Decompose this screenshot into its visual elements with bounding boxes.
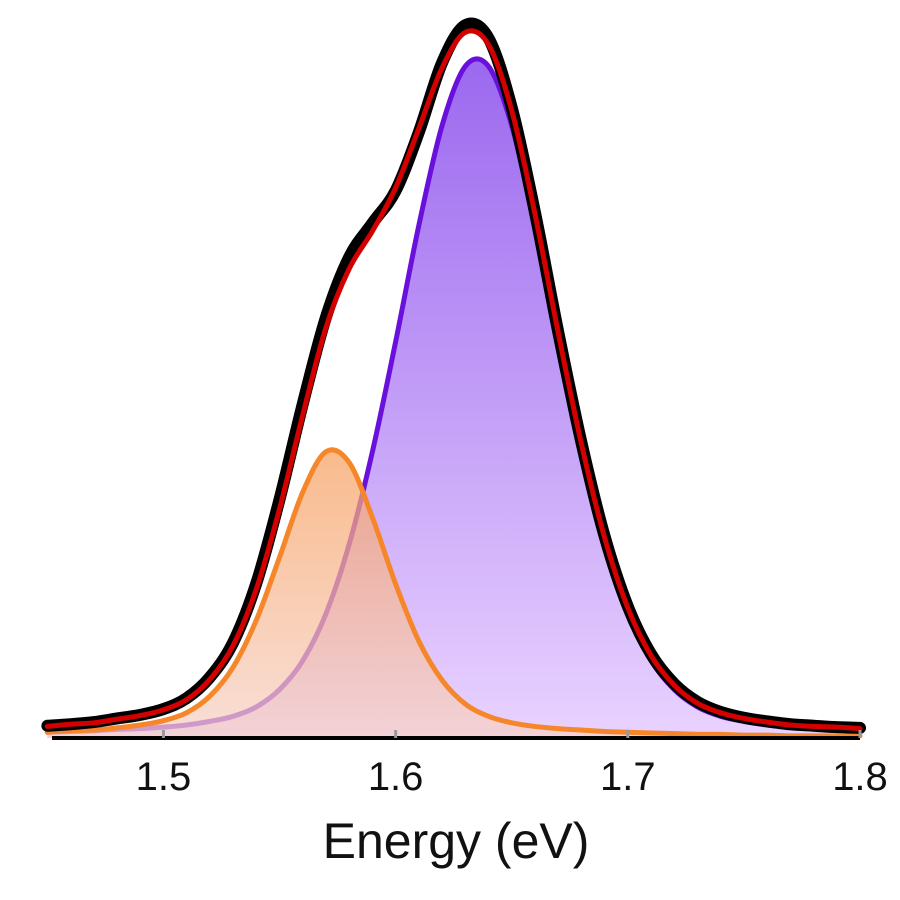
x-tick-label: 1.8 (832, 755, 888, 799)
spectrum-line (44, 28, 863, 732)
x-axis-title: Energy (eV) (323, 813, 590, 869)
component-area (47, 58, 860, 739)
component-area (47, 449, 860, 738)
x-tick-label: 1.5 (136, 755, 192, 799)
x-tick-label: 1.7 (600, 755, 656, 799)
x-tick-label: 1.6 (368, 755, 424, 799)
plot-area (41, 17, 866, 739)
component-line (44, 447, 863, 739)
